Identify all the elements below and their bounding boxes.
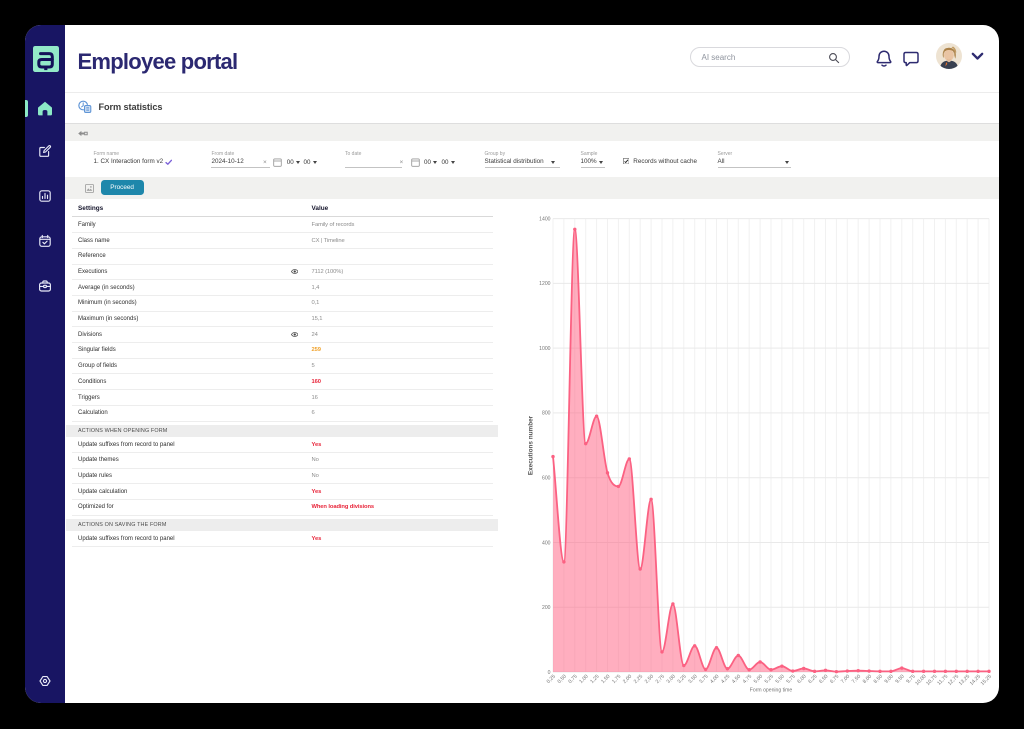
svg-text:0,25: 0,25: [546, 674, 557, 685]
svg-text:1000: 1000: [539, 346, 550, 352]
svg-text:5,00: 5,00: [753, 674, 764, 685]
svg-text:600: 600: [542, 475, 551, 481]
svg-text:5,75: 5,75: [785, 674, 796, 685]
svg-text:3,25: 3,25: [676, 674, 687, 685]
svg-text:5,50: 5,50: [775, 674, 786, 685]
svg-text:2,75: 2,75: [655, 674, 666, 685]
svg-text:200: 200: [542, 605, 551, 611]
svg-text:400: 400: [542, 540, 551, 546]
svg-text:4,50: 4,50: [731, 674, 742, 685]
svg-text:0,75: 0,75: [567, 674, 578, 685]
svg-text:0,50: 0,50: [557, 674, 568, 685]
svg-text:1,25: 1,25: [589, 674, 600, 685]
svg-text:1,75: 1,75: [611, 674, 622, 685]
svg-text:4,25: 4,25: [720, 674, 731, 685]
svg-text:10,00: 10,00: [914, 674, 927, 687]
svg-text:Form opening time: Form opening time: [750, 688, 793, 694]
svg-text:5,25: 5,25: [764, 674, 775, 685]
svg-text:3,75: 3,75: [698, 674, 709, 685]
svg-text:14,25: 14,25: [969, 674, 982, 687]
svg-text:7,50: 7,50: [851, 674, 862, 685]
svg-text:7,00: 7,00: [840, 674, 851, 685]
svg-text:2,50: 2,50: [644, 674, 655, 685]
svg-text:1400: 1400: [539, 216, 550, 222]
svg-text:800: 800: [542, 411, 551, 417]
svg-text:9,75: 9,75: [905, 674, 916, 685]
svg-text:1200: 1200: [539, 281, 550, 287]
svg-text:12,75: 12,75: [947, 674, 960, 687]
svg-text:6,00: 6,00: [796, 674, 807, 685]
svg-text:6,75: 6,75: [829, 674, 840, 685]
svg-text:1,00: 1,00: [578, 674, 589, 685]
svg-text:3,50: 3,50: [687, 674, 698, 685]
svg-text:13,25: 13,25: [958, 674, 971, 687]
svg-text:8,50: 8,50: [873, 674, 884, 685]
svg-text:3,00: 3,00: [666, 674, 677, 685]
svg-text:0: 0: [548, 670, 551, 676]
svg-text:6,50: 6,50: [818, 674, 829, 685]
svg-text:9,50: 9,50: [894, 674, 905, 685]
svg-text:4,00: 4,00: [709, 674, 720, 685]
svg-text:1,50: 1,50: [600, 674, 611, 685]
svg-text:2,25: 2,25: [633, 674, 644, 685]
svg-text:Executions number: Executions number: [528, 415, 535, 475]
svg-text:15,25: 15,25: [980, 674, 993, 687]
svg-text:8,00: 8,00: [862, 674, 873, 685]
svg-text:10,75: 10,75: [925, 674, 938, 687]
svg-text:11,75: 11,75: [936, 674, 949, 687]
svg-text:6,25: 6,25: [807, 674, 818, 685]
svg-text:2,00: 2,00: [622, 674, 633, 685]
svg-text:9,00: 9,00: [884, 674, 895, 685]
svg-text:4,75: 4,75: [742, 674, 753, 685]
